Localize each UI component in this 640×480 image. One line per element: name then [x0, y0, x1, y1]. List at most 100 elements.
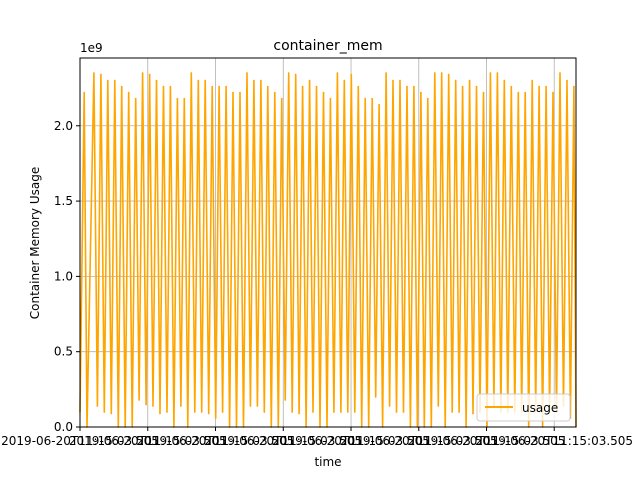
data-point: [413, 85, 415, 88]
legend-label-usage: usage: [522, 401, 558, 415]
data-point: [284, 399, 287, 401]
y-axis-ticks: 0.0 0.5 1.0 1.5 2.0: [54, 119, 80, 434]
data-point: [454, 79, 457, 82]
data-point: [83, 91, 85, 94]
y-axis-offset-label: 1e9: [80, 41, 103, 55]
y-axis-label: Container Memory Usage: [28, 167, 42, 319]
x-tick-label: 2019-06-20T11:15:03.505: [1, 434, 159, 448]
data-point: [280, 97, 283, 100]
data-point: [180, 405, 182, 407]
data-point: [531, 79, 533, 82]
data-point: [433, 72, 436, 74]
data-point: [193, 411, 196, 413]
data-point: [120, 85, 123, 88]
data-point: [340, 411, 342, 413]
data-point: [204, 79, 207, 82]
data-point: [458, 411, 460, 413]
data-point: [406, 85, 408, 88]
y-tick-label: 0.0: [54, 420, 73, 434]
data-point: [232, 91, 234, 94]
data-point: [566, 79, 568, 82]
data-point: [152, 405, 154, 407]
x-tick-label: 2019-06-20T11:15:03.505: [69, 434, 227, 448]
x-axis-ticks: 2019-06-20T11:15:03.5052019-06-20T11:15:…: [1, 427, 633, 448]
data-point: [260, 79, 262, 82]
data-point: [378, 103, 380, 106]
data-point: [388, 405, 391, 407]
data-point: [145, 403, 147, 406]
x-tick-label: 2019-06-20T11:15:03.505: [204, 434, 362, 448]
data-point: [447, 73, 450, 76]
data-point: [141, 72, 144, 74]
data-point: [420, 91, 422, 94]
data-point: [524, 91, 527, 94]
chart-title: container_mem: [273, 38, 382, 54]
data-point: [399, 79, 401, 82]
y-tick-label: 1.5: [54, 194, 73, 208]
legend: usage: [476, 393, 571, 422]
data-point: [162, 85, 165, 88]
data-point: [183, 97, 186, 100]
data-point: [538, 85, 540, 88]
data-point: [308, 79, 311, 82]
data-point: [155, 79, 158, 82]
data-point: [253, 79, 255, 82]
data-point: [573, 85, 575, 88]
data-point: [374, 396, 377, 398]
data-point: [246, 72, 248, 74]
data-point: [427, 97, 429, 100]
data-point: [347, 411, 349, 413]
data-point: [468, 79, 471, 82]
data-point: [385, 72, 387, 74]
data-point: [517, 91, 520, 94]
x-tick-label: 2019-06-20T11:15:03.505: [475, 434, 633, 448]
data-point: [103, 411, 106, 413]
data-point: [134, 97, 137, 100]
data-point: [100, 73, 102, 76]
data-point: [249, 405, 252, 407]
data-point: [440, 72, 443, 74]
data-point: [503, 79, 506, 82]
data-point: [298, 412, 300, 415]
data-point: [166, 411, 168, 413]
data-point: [200, 411, 203, 413]
data-point: [239, 91, 241, 94]
data-point: [221, 411, 224, 413]
axes-frame: [79, 57, 577, 428]
data-point: [211, 85, 213, 88]
data-point: [437, 405, 440, 407]
data-point: [256, 405, 259, 407]
data-point: [301, 85, 304, 88]
data-point: [545, 85, 547, 88]
data-point: [110, 412, 113, 415]
data-point: [107, 79, 109, 82]
data-point: [190, 72, 193, 74]
data-point: [329, 97, 332, 100]
data-point: [475, 85, 478, 88]
data-point: [353, 411, 356, 413]
data-point: [207, 412, 210, 415]
y-tick-label: 2.0: [54, 119, 73, 133]
x-tick-label: 2019-06-20T11:15:03.505: [137, 434, 295, 448]
data-point: [559, 72, 561, 74]
data-point: [322, 91, 325, 94]
data-point: [225, 85, 227, 88]
x-axis-label: time: [314, 455, 341, 469]
data-point: [294, 73, 297, 76]
legend-frame: [476, 393, 571, 422]
data-point: [291, 411, 293, 413]
data-point: [395, 411, 398, 413]
data-point: [148, 73, 151, 76]
data-point: [315, 85, 318, 88]
y-tick-label: 0.5: [54, 345, 73, 359]
data-point: [273, 91, 276, 94]
data-point: [371, 97, 373, 100]
data-point: [197, 79, 200, 82]
data-point: [127, 91, 130, 94]
data-point: [138, 399, 140, 401]
data-point: [214, 417, 217, 419]
data-point: [312, 411, 314, 413]
data-point: [159, 412, 161, 415]
data-point: [402, 411, 405, 413]
data-point: [333, 411, 335, 413]
